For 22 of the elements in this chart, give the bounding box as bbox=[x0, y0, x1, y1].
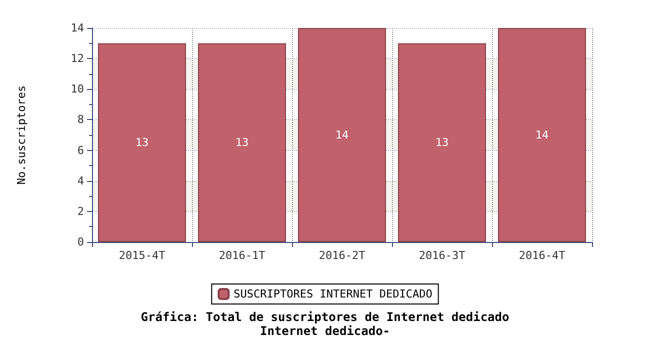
data-label: 13 bbox=[435, 136, 449, 150]
y-tick-label: 2 bbox=[77, 204, 84, 218]
x-tick-label: 2016-1T bbox=[218, 249, 266, 262]
y-tick-label: 8 bbox=[77, 113, 84, 126]
y-tick-label: 6 bbox=[77, 144, 84, 157]
y-tick-label: 10 bbox=[70, 82, 84, 96]
text: Gráfica: Total de suscriptores de Internet dedicado bbox=[140, 310, 510, 324]
x-tick-label: 2015-4T bbox=[118, 249, 166, 262]
text: Internet dedicado- bbox=[260, 324, 390, 338]
y-tick-label: 4 bbox=[77, 174, 84, 188]
x-tick-label: 2016-4T bbox=[518, 249, 566, 262]
x-tick-label: 2016-3T bbox=[418, 249, 466, 262]
data-label: 13 bbox=[235, 136, 249, 150]
legend-label: SUSCRIPTORES INTERNET DEDICADO bbox=[234, 288, 432, 300]
y-tick-label: 0 bbox=[77, 236, 84, 248]
x-tick-label: 2016-2T bbox=[318, 249, 366, 262]
y-tick-label: 14 bbox=[70, 22, 84, 34]
data-label: 14 bbox=[335, 128, 349, 142]
data-label: 13 bbox=[135, 136, 149, 150]
data-label: 14 bbox=[535, 128, 549, 142]
y-axis-title: No.suscriptores bbox=[15, 85, 28, 185]
y-tick-label: 12 bbox=[70, 52, 84, 66]
